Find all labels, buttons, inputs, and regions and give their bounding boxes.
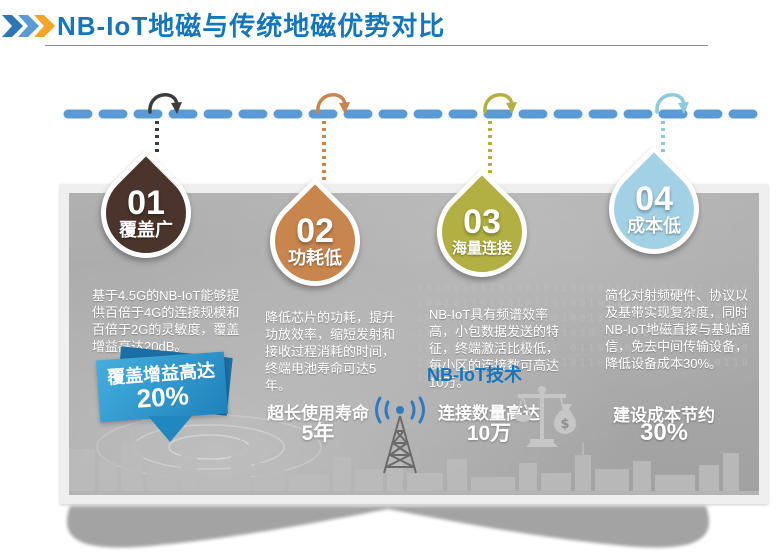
flag-tail (148, 416, 192, 442)
stat-4-label: 建设成本节约 (613, 406, 715, 425)
stat-3-label: 连接数量高达 (438, 404, 540, 423)
item-1-description: 基于4.5G的NB-IoT能够提供百倍于4G的连接规模和百倍于2G的灵敏度，覆盖… (92, 288, 240, 354)
droplet-04-shape: 04 成本低 (590, 145, 718, 273)
svg-text:$: $ (560, 417, 569, 432)
dotted-connector-2 (322, 121, 326, 186)
droplet-04-label: 成本低 (627, 216, 681, 236)
page-title: NB-IoT地磁与传统地磁优势对比 (57, 11, 446, 41)
header-divider (45, 45, 708, 46)
droplet-03-shape: 03 海量连接 (418, 168, 546, 296)
droplet-01-shape: 01 覆盖广 (82, 149, 210, 277)
panel-shadow (66, 506, 710, 548)
droplet-04-number: 04 (635, 180, 673, 218)
loop-arrow-icon-2 (316, 93, 350, 114)
stat-4-value: 30% (639, 419, 689, 446)
item-2-description: 降低芯片的功耗，提升功放效率，缩短发射和接收过程消耗的时间，终端电池寿命可达5年… (265, 310, 396, 393)
triple-chevron-icon (2, 15, 55, 37)
stat-1-value: 20% (135, 380, 190, 414)
item-4-description: 简化对射频硬件、协议以及基带实现复杂度，同时NB-IoT地磁直接与基站通信，免去… (605, 288, 751, 371)
item-3-description: NB-IoT具有频谱效率高，小包数据发送的特征，终端激活比极低，每小区的连接数可… (429, 307, 560, 390)
droplet-02-label: 功耗低 (288, 248, 342, 268)
dotted-connector-4 (661, 121, 665, 153)
radio-tower-icon (375, 396, 425, 474)
loop-arrow-icon-4 (655, 93, 689, 114)
droplet-03: 03 海量连接 (418, 168, 546, 296)
stat-2-label: 超长使用寿命 (267, 404, 369, 423)
droplet-02-number: 02 (296, 212, 334, 250)
droplet-02-shape: 02 功耗低 (251, 177, 379, 305)
city-skyline-decor (69, 429, 759, 495)
coverage-flag: 覆盖增益高达 20% (95, 351, 229, 423)
droplet-04: 04 成本低 (590, 145, 718, 273)
droplet-03-label: 海量连接 (451, 240, 512, 257)
dotted-connector-3 (488, 121, 492, 176)
droplet-02: 02 功耗低 (251, 177, 379, 305)
nbiot-tech-badge: NB-IoT技术 (427, 365, 522, 385)
droplet-01: 01 覆盖广 (82, 149, 210, 277)
droplet-01-number: 01 (127, 184, 165, 222)
loop-arrow-icon-1 (148, 93, 182, 114)
stat-2-value: 5年 (301, 422, 335, 445)
balance-scale-icon: $ (514, 386, 576, 447)
droplet-01-label: 覆盖广 (119, 220, 173, 240)
stat-3-value: 10万 (466, 422, 512, 445)
dotted-connector-1 (155, 121, 159, 153)
timeline-dashed-line (63, 109, 765, 119)
loop-arrow-icon-3 (483, 93, 517, 114)
binary-texture: 10100101101001011010010110100101 0110100… (417, 283, 751, 384)
droplet-03-number: 03 (463, 203, 501, 241)
